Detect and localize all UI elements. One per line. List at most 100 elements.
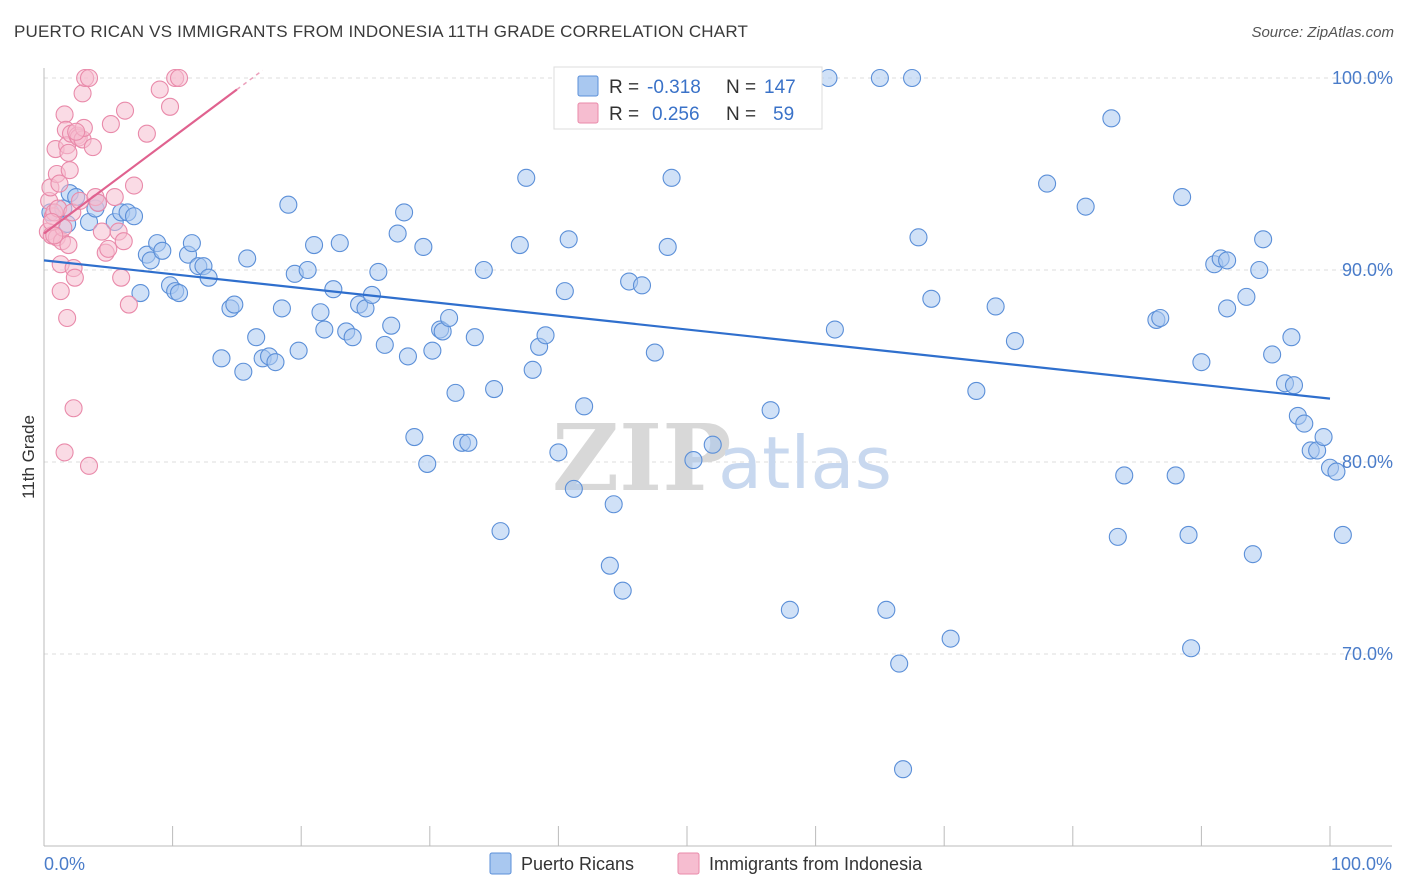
- puerto-ricans-point-81: [613, 581, 632, 600]
- trend-line-puerto-ricans: [43, 259, 1331, 400]
- puerto-ricans-point-35: [279, 195, 298, 214]
- puerto-ricans-point-45: [343, 328, 362, 347]
- puerto-ricans-point-90: [703, 435, 722, 454]
- indonesia-point-15: [55, 105, 74, 124]
- puerto-ricans-point-49: [369, 262, 388, 281]
- puerto-ricans-point-58: [423, 341, 442, 360]
- puerto-ricans-point-50: [375, 335, 394, 354]
- x-tick-label-max: 100.0%: [1331, 854, 1392, 874]
- puerto-ricans-point-57: [418, 454, 437, 473]
- indonesia-point-36: [83, 138, 102, 157]
- indonesia-point-31: [64, 399, 83, 418]
- puerto-ricans-point-97: [819, 68, 838, 88]
- source-label: Source: ZipAtlas.com: [1251, 24, 1394, 41]
- puerto-ricans-point-100: [877, 600, 896, 619]
- puerto-ricans-point-101: [890, 654, 909, 673]
- legend-label-puerto-ricans: Puerto Ricans: [521, 854, 634, 874]
- puerto-ricans-point-14: [141, 251, 160, 270]
- grid-lines: [44, 77, 1392, 655]
- puerto-ricans-point-37: [289, 341, 308, 360]
- puerto-ricans-point-11: [124, 207, 144, 226]
- puerto-ricans-point-119: [1179, 525, 1198, 545]
- puerto-ricans-point-71: [523, 360, 542, 379]
- puerto-ricans-point-86: [662, 168, 681, 187]
- puerto-ricans-point-102: [893, 760, 913, 779]
- puerto-ricans-point-42: [324, 280, 343, 299]
- y-tick-label-80: 80.0%: [1342, 452, 1393, 472]
- puerto-ricans-point-116: [1151, 308, 1170, 328]
- puerto-ricans-point-107: [967, 381, 986, 401]
- puerto-ricans-point-111: [1076, 197, 1095, 216]
- puerto-ricans-point-78: [575, 397, 594, 416]
- puerto-ricans-point-21: [182, 234, 201, 253]
- puerto-ricans-point-104: [909, 228, 928, 247]
- series-immigrants-from-indonesia: [38, 68, 189, 475]
- indonesia-point-32: [73, 84, 92, 103]
- series-legend: Puerto Ricans Immigrants from Indonesia: [489, 852, 923, 875]
- puerto-ricans-point-99: [870, 68, 889, 88]
- puerto-ricans-point-129: [1254, 230, 1273, 249]
- puerto-ricans-point-73: [536, 326, 555, 345]
- puerto-ricans-point-54: [398, 347, 417, 366]
- puerto-ricans-point-75: [555, 282, 574, 301]
- indonesia-point-58: [67, 122, 86, 141]
- puerto-ricans-point-127: [1243, 545, 1262, 564]
- puerto-ricans-point-69: [510, 235, 529, 255]
- puerto-ricans-point-140: [1327, 462, 1346, 481]
- puerto-ricans-point-25: [212, 349, 231, 368]
- puerto-ricans-point-29: [238, 249, 257, 268]
- puerto-ricans-point-96: [780, 600, 799, 619]
- stats-legend-box: [553, 66, 823, 130]
- puerto-ricans-point-64: [459, 433, 478, 452]
- puerto-ricans-point-16: [153, 241, 172, 260]
- indonesia-point-39: [92, 222, 111, 241]
- indonesia-point-49: [124, 176, 144, 195]
- indonesia-point-41: [99, 239, 118, 258]
- indonesia-point-34: [79, 456, 99, 475]
- puerto-ricans-point-76: [559, 230, 578, 249]
- puerto-ricans-point-109: [1005, 331, 1024, 351]
- legend-r-value-1: -0.318: [647, 77, 701, 98]
- puerto-ricans-point-121: [1192, 353, 1211, 372]
- indonesia-point-24: [55, 443, 74, 462]
- puerto-ricans-point-33: [266, 353, 285, 372]
- puerto-ricans-point-128: [1250, 260, 1269, 280]
- indonesia-point-19: [60, 161, 79, 180]
- puerto-ricans-point-83: [632, 276, 652, 295]
- puerto-ricans-point-112: [1102, 109, 1121, 128]
- indonesia-point-12: [51, 282, 70, 301]
- puerto-ricans-point-65: [465, 328, 484, 347]
- puerto-ricans-point-120: [1182, 639, 1201, 658]
- puerto-ricans-point-39: [305, 235, 324, 255]
- legend-r-label-2: R =: [609, 104, 639, 125]
- puerto-ricans-point-95: [761, 401, 780, 420]
- legend-swatch-immigrants-from-indonesia: [677, 852, 700, 875]
- puerto-ricans-point-117: [1166, 466, 1185, 485]
- puerto-ricans-point-28: [234, 362, 253, 381]
- indonesia-point-47: [119, 295, 138, 314]
- puerto-ricans-point-38: [298, 260, 317, 280]
- puerto-ricans-point-106: [941, 629, 960, 648]
- puerto-ricans-point-41: [315, 320, 334, 339]
- indonesia-point-23: [65, 268, 84, 287]
- y-tick-label-70: 70.0%: [1342, 644, 1393, 664]
- puerto-ricans-point-113: [1108, 527, 1127, 546]
- legend-swatch-pink: [577, 102, 599, 124]
- x-ticks: [43, 826, 1331, 846]
- puerto-ricans-point-34: [272, 299, 291, 318]
- trend-line-immigrants-from-indonesia: [43, 88, 238, 235]
- puerto-ricans-point-27: [225, 295, 244, 314]
- puerto-ricans-point-124: [1218, 251, 1237, 270]
- legend-r-label-1: R =: [609, 77, 639, 98]
- puerto-ricans-point-53: [395, 203, 414, 222]
- trend-lines: [43, 69, 1331, 400]
- indonesia-point-50: [137, 124, 156, 143]
- puerto-ricans-point-70: [517, 168, 536, 187]
- puerto-ricans-point-138: [1314, 427, 1333, 447]
- puerto-ricans-point-12: [131, 283, 150, 303]
- indonesia-point-43: [105, 187, 124, 207]
- watermark-atlas: atlas: [718, 421, 892, 505]
- indonesia-point-54: [169, 68, 189, 88]
- indonesia-point-10: [50, 174, 69, 193]
- puerto-ricans-point-132: [1282, 328, 1301, 347]
